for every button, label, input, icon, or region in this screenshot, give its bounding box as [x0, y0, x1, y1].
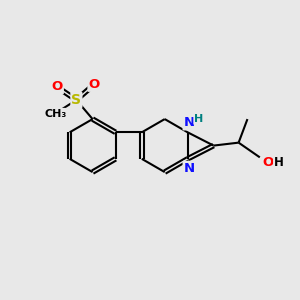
Text: H: H	[274, 156, 284, 169]
Text: O: O	[52, 80, 63, 93]
Text: N: N	[184, 116, 195, 129]
Text: CH₃: CH₃	[45, 109, 67, 119]
Text: S: S	[71, 93, 81, 107]
Text: N: N	[184, 162, 195, 175]
Text: H: H	[194, 114, 203, 124]
Text: O: O	[262, 156, 274, 169]
Text: O: O	[88, 78, 100, 91]
